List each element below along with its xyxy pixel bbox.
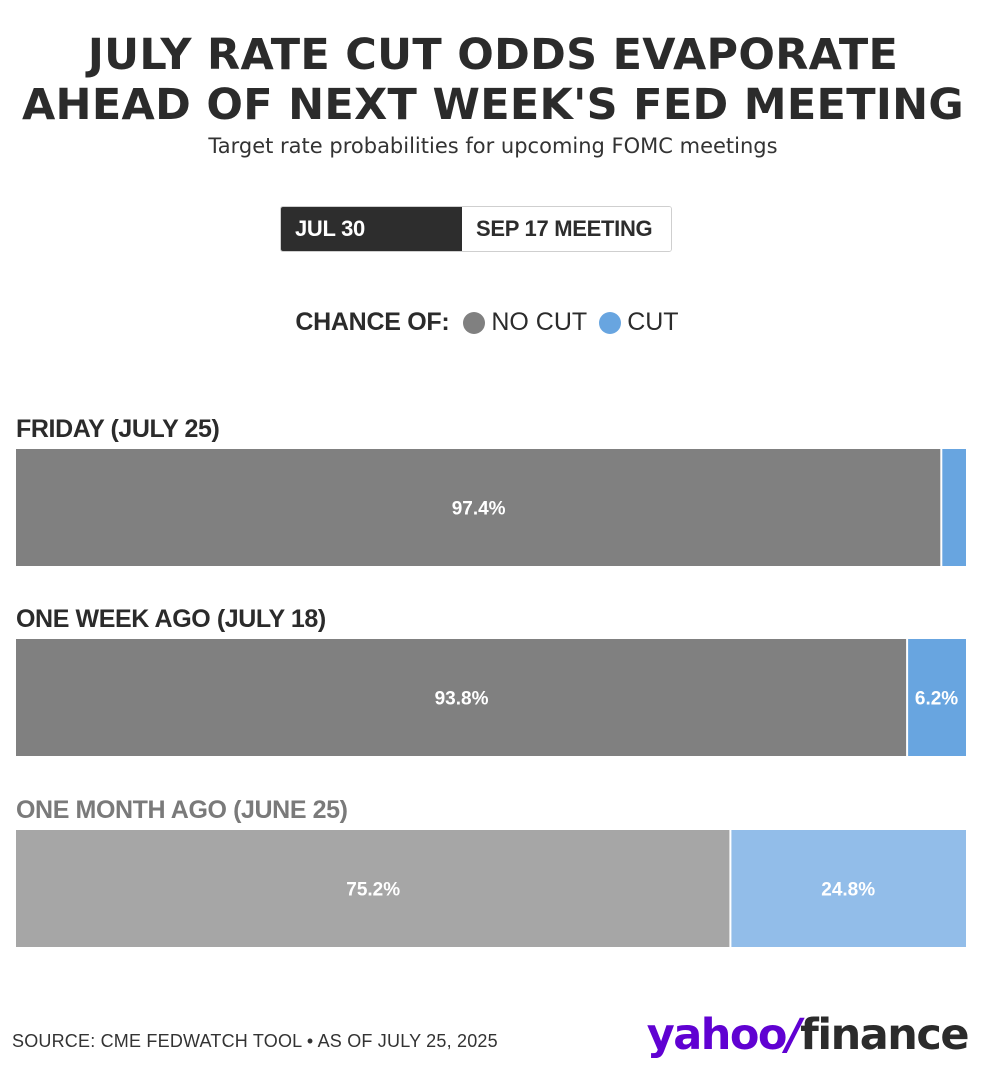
- tab-sep-17-meeting[interactable]: SEP 17 MEETING: [462, 207, 671, 251]
- data-label-cut-one-week-ago: 6.2%: [915, 689, 958, 710]
- yahoo-finance-logo: yahoo/finance: [646, 1010, 970, 1060]
- source-note: SOURCE: CME FEDWATCH TOOL • AS OF JULY 2…: [12, 1031, 498, 1051]
- tab-jul-30-meeting[interactable]: JUL 30 MEETING: [281, 207, 462, 251]
- row-label-one-month-ago: ONE MONTH AGO (JUNE 25): [16, 796, 348, 824]
- no-cut-swatch-icon: [463, 311, 486, 334]
- chart-legend: CHANCE OF: NO CUT CUT: [0, 308, 986, 337]
- logo-slash-text: /: [785, 1010, 802, 1060]
- chart-subtitle: Target rate probabilities for upcoming F…: [208, 134, 778, 158]
- data-label-cut-one-month-ago: 24.8%: [821, 880, 875, 901]
- logo-yahoo-text: yahoo: [646, 1010, 788, 1060]
- row-label-one-week-ago: ONE WEEK AGO (JULY 18): [16, 605, 326, 633]
- data-label-no-cut-friday: 97.4%: [452, 499, 506, 520]
- legend-item-cut: CUT: [599, 308, 679, 337]
- title-line-1: JULY RATE CUT ODDS EVAPORATE: [87, 30, 899, 80]
- data-label-no-cut-one-month-ago: 75.2%: [346, 880, 400, 901]
- bar-no-cut-one-week-ago: [16, 639, 907, 756]
- legend-label-no-cut: NO CUT: [491, 308, 588, 336]
- title-line-2: AHEAD OF NEXT WEEK'S FED MEETING: [21, 80, 965, 130]
- bar-no-cut-one-month-ago: [16, 830, 730, 947]
- legend-item-no-cut: NO CUT: [463, 308, 587, 337]
- bar-no-cut-friday: [16, 449, 941, 566]
- bar-cut-one-week-ago: [908, 639, 966, 756]
- logo-finance-text: finance: [800, 1010, 969, 1060]
- legend-label-cut: CUT: [627, 308, 679, 336]
- row-label-friday: FRIDAY (JULY 25): [16, 415, 220, 443]
- legend-title: CHANCE OF:: [295, 308, 450, 336]
- bar-cut-friday: [942, 449, 966, 566]
- data-label-no-cut-one-week-ago: 93.8%: [435, 689, 489, 710]
- stacked-bar-chart: 97.4% 93.8% 6.2% 75.2% 24.8%: [16, 449, 966, 947]
- cut-swatch-icon: [599, 311, 622, 334]
- meeting-tabs: JUL 30 MEETING SEP 17 MEETING: [280, 206, 672, 252]
- bar-cut-one-month-ago: [731, 830, 966, 947]
- chart-title: JULY RATE CUT ODDS EVAPORATE AHEAD OF NE…: [0, 30, 986, 130]
